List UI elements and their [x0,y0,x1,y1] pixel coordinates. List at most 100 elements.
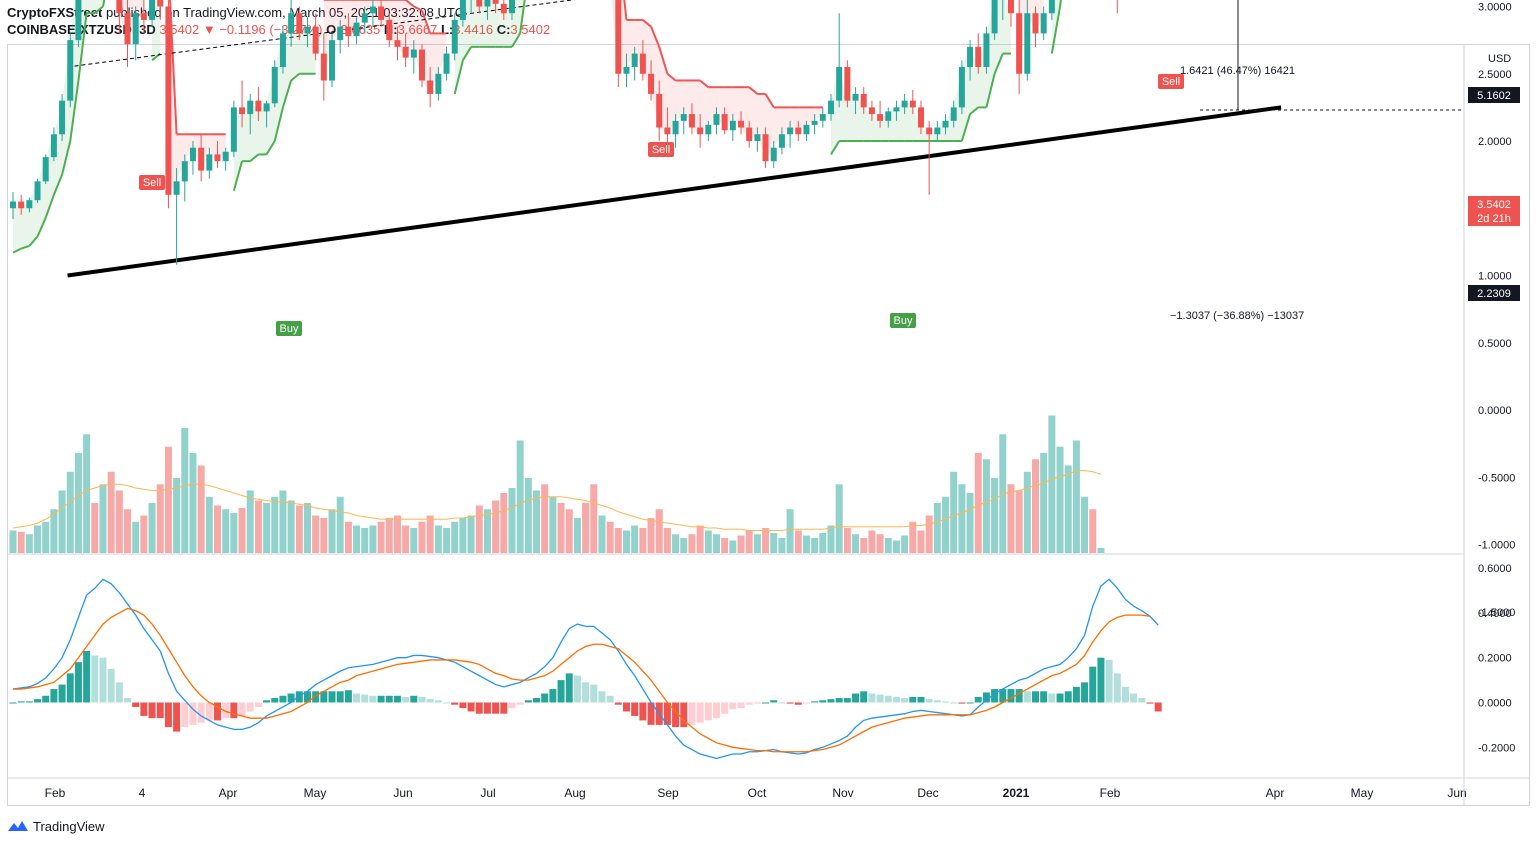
macd-hist-bar [623,702,630,712]
supertrend-fill [12,0,1062,254]
candle-body [803,124,810,135]
macd-hist-bar [1032,691,1039,703]
price-tag-last-label: 3.5402 [1477,199,1511,211]
supertrend-segment [993,53,1004,75]
volume-ma-line [12,470,1102,531]
macd-hist-bar [827,699,835,703]
supertrend-fill-segment [732,87,742,128]
macd-hist-bar [459,702,467,709]
candle-body [50,134,57,158]
macd-hist-bar [451,702,459,705]
candle-body [950,107,957,121]
macd-hist-bar [66,673,74,703]
macd-hist-bar [696,702,704,723]
volume-bar [17,531,25,553]
volume-bar [107,471,115,553]
axes: 5.50005.00004.50004.00003.50003.00002.50… [45,2,1516,801]
volume-bar [1015,490,1023,553]
candle-body [680,114,687,121]
supertrend-fill-segment [94,0,103,14]
supertrend-segment [642,19,652,28]
sell-badge-label: Sell [1162,76,1180,88]
macd-hist-bar [1097,657,1105,703]
volume-bar [279,490,287,553]
macd-hist-bar [74,662,82,703]
macd-tick-label: 0.4000 [1478,608,1512,620]
candle-body [149,0,156,20]
volume-bar [148,503,156,553]
volume-bar [1089,509,1097,553]
candle-body [337,26,344,41]
supertrend-fill-segment [332,0,341,41]
supertrend-fill-segment [814,107,823,121]
volume-bar [164,446,172,553]
price-tag-lower: 2.2309 [1468,285,1520,301]
candle-body [787,127,794,135]
volume-bar [467,515,475,553]
volume-bar [802,535,810,553]
volume-bar [663,528,671,553]
volume-bar [942,496,950,553]
candle-body [427,80,434,94]
candle-body [975,46,982,68]
volume-bar [794,530,802,553]
candle-body [255,100,262,112]
volume-bar [647,518,655,553]
macd-hist-bar [148,702,156,719]
macd-hist-bar [181,702,189,728]
volume-bar [50,509,58,553]
candle-body [852,93,859,101]
volume-bar [982,459,990,553]
price-tag-countdown: 2d 21h [1477,213,1511,225]
macd-hist-bar [590,684,598,703]
volume-bar [418,521,426,553]
volume-bar [573,518,581,553]
volume-bar [156,484,164,553]
macd-hist-bar [361,694,369,703]
open-label: O: [326,22,341,37]
volume-bar [655,509,663,553]
candle-body [304,26,311,34]
price-tick-label: -0.5000 [1478,472,1515,484]
macd-hist-bar [1023,691,1031,703]
supertrend-fill-segment [13,201,22,253]
candle-body [656,93,663,128]
time-tick-label: Jun [1447,786,1466,800]
supertrend-fill-segment [495,3,504,47]
footer-brand[interactable]: TradingView [33,818,105,834]
volume-bar [1040,453,1048,553]
volume-bar [892,540,900,553]
macd-hist-bar [115,682,123,703]
chart-frame[interactable] [7,44,1530,806]
macd-hist-bar [263,700,271,703]
macd-hist-bar [573,675,581,703]
candle-body [713,114,720,125]
price-tick-label: -1.5000 [1478,607,1515,619]
macd-hist-bar [328,691,336,703]
candle-body [173,181,180,195]
volume-bar [492,500,500,553]
macd-hist-bar [802,702,810,704]
volume-bar [991,478,999,553]
supertrend-fill-segment [1002,0,1011,54]
macd-hist-bar [402,696,410,703]
volume-bar [1056,446,1064,553]
price-tick-label: 0.5000 [1478,338,1512,350]
macd-hist-bar [860,691,868,703]
supertrend-segment [12,247,22,254]
candle-body [991,0,998,34]
macd-hist-bar [876,694,884,703]
candle-body [909,100,916,108]
candle-body [648,73,655,94]
macd-hist-bar [312,691,320,703]
macd-hist-bar [843,698,851,703]
candle-body [828,100,834,115]
volume-bar [369,525,377,553]
candle-body [721,114,728,131]
volume-bar [42,521,50,553]
candle-body [770,147,777,162]
macd-hist-bar [606,695,614,703]
macd-hist-bar [582,682,590,703]
volume-bar [1097,548,1105,553]
